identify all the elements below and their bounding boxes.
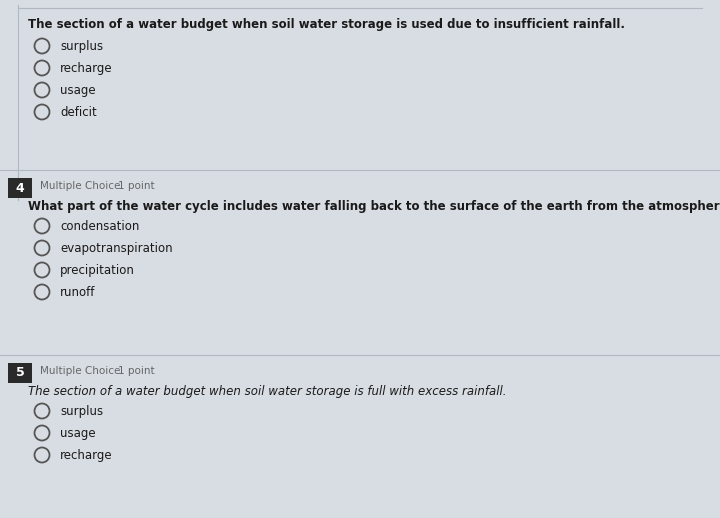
- Text: precipitation: precipitation: [60, 264, 135, 277]
- Text: 5: 5: [16, 367, 24, 380]
- Text: 4: 4: [16, 181, 24, 194]
- Text: 1 point: 1 point: [118, 181, 155, 191]
- Text: The section of a water budget when soil water storage is used due to insufficien: The section of a water budget when soil …: [28, 18, 625, 31]
- Text: evapotranspiration: evapotranspiration: [60, 242, 173, 255]
- Text: runoff: runoff: [60, 286, 95, 299]
- Text: deficit: deficit: [60, 106, 96, 119]
- FancyBboxPatch shape: [8, 363, 32, 383]
- Text: Multiple Choice: Multiple Choice: [40, 181, 120, 191]
- Text: Multiple Choice: Multiple Choice: [40, 366, 120, 376]
- FancyBboxPatch shape: [8, 178, 32, 198]
- Text: What part of the water cycle includes water falling back to the surface of the e: What part of the water cycle includes wa…: [28, 200, 720, 213]
- Text: 1 point: 1 point: [118, 366, 155, 376]
- Text: usage: usage: [60, 427, 96, 440]
- Text: surplus: surplus: [60, 40, 103, 53]
- Text: condensation: condensation: [60, 220, 140, 233]
- Text: recharge: recharge: [60, 62, 112, 75]
- Text: recharge: recharge: [60, 449, 112, 462]
- Text: The section of a water budget when soil water storage is full with excess rainfa: The section of a water budget when soil …: [28, 385, 506, 398]
- Text: surplus: surplus: [60, 405, 103, 418]
- Text: usage: usage: [60, 84, 96, 97]
